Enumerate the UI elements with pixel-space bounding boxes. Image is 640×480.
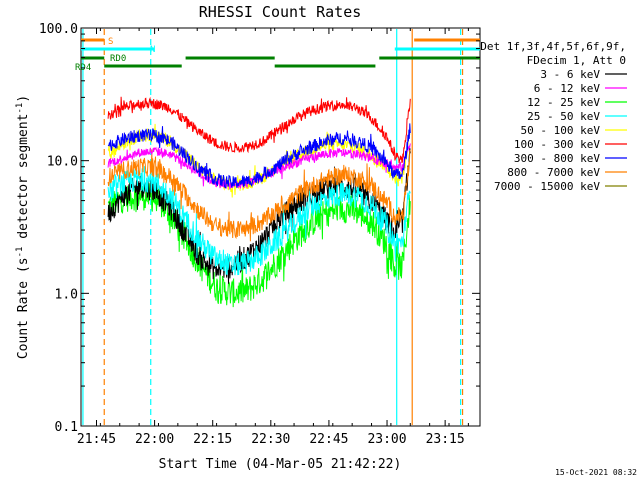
x-tick-label-0: 21:45 — [77, 432, 116, 447]
vertical-marker-lines — [82, 29, 464, 425]
y-tick-label-1: 1.0 — [55, 287, 78, 302]
y-axis-label: Count Rate (s-1 detector segment-1) — [15, 95, 31, 359]
x-axis: 21:45 22:00 22:15 22:30 22:45 23:00 23:15 — [77, 28, 469, 447]
legend-label-5: 100 - 300 keV — [514, 138, 600, 151]
x-tick-label-4: 22:45 — [309, 432, 348, 447]
plot-frame — [80, 27, 481, 427]
series-line-12-25-kev — [107, 182, 411, 308]
series-line-6-12-kev — [107, 143, 411, 190]
flag-label-rd0: RD0 — [110, 54, 126, 64]
legend-label-6: 300 - 800 keV — [514, 152, 600, 165]
y-tick-label-2: 10.0 — [47, 155, 78, 170]
legend-label-2: 12 - 25 keV — [527, 96, 600, 109]
flag-label-s: S — [108, 37, 113, 47]
x-tick-label-5: 23:00 — [367, 432, 406, 447]
series-line-100-300-kev — [107, 96, 411, 164]
legend-label-0: 3 - 6 keV — [540, 68, 600, 81]
x-tick-label-6: 23:15 — [426, 432, 465, 447]
data-series — [107, 96, 411, 308]
x-tick-label-1: 22:00 — [135, 432, 174, 447]
footer-timestamp: 15-Oct-2021 08:32 — [555, 468, 637, 477]
x-tick-label-2: 22:15 — [193, 432, 232, 447]
y-axis: 0.1 1.0 10.0 100.0 — [39, 22, 480, 435]
y-tick-label-0: 0.1 — [55, 420, 78, 435]
chart-title: RHESSI Count Rates — [199, 3, 362, 21]
legend-header-detectors: Det 1f,3f,4f,5f,6f,9f, — [480, 40, 626, 53]
y-tick-label-3: 100.0 — [39, 22, 78, 37]
series-line-300-800-kev — [107, 123, 411, 189]
legend-label-4: 50 - 100 keV — [521, 124, 601, 137]
series-line-3-6-kev — [107, 148, 411, 284]
legend-label-7: 800 - 7000 keV — [507, 166, 600, 179]
legend-label-3: 25 - 50 keV — [527, 110, 600, 123]
legend-header-decim: FDecim 1, Att 0 — [527, 54, 626, 67]
x-axis-label: Start Time (04-Mar-05 21:42:22) — [159, 457, 402, 472]
flag-label-n: N — [150, 45, 155, 55]
legend: Det 1f,3f,4f,5f,6f,9f,FDecim 1, Att 03 -… — [480, 40, 627, 193]
series-line-800-7000-kev — [107, 149, 411, 242]
x-tick-label-3: 22:30 — [251, 432, 290, 447]
legend-label-8: 7000 - 15000 keV — [494, 180, 600, 193]
legend-label-1: 6 - 12 keV — [534, 82, 601, 95]
series-line-25-50-kev — [107, 166, 411, 276]
